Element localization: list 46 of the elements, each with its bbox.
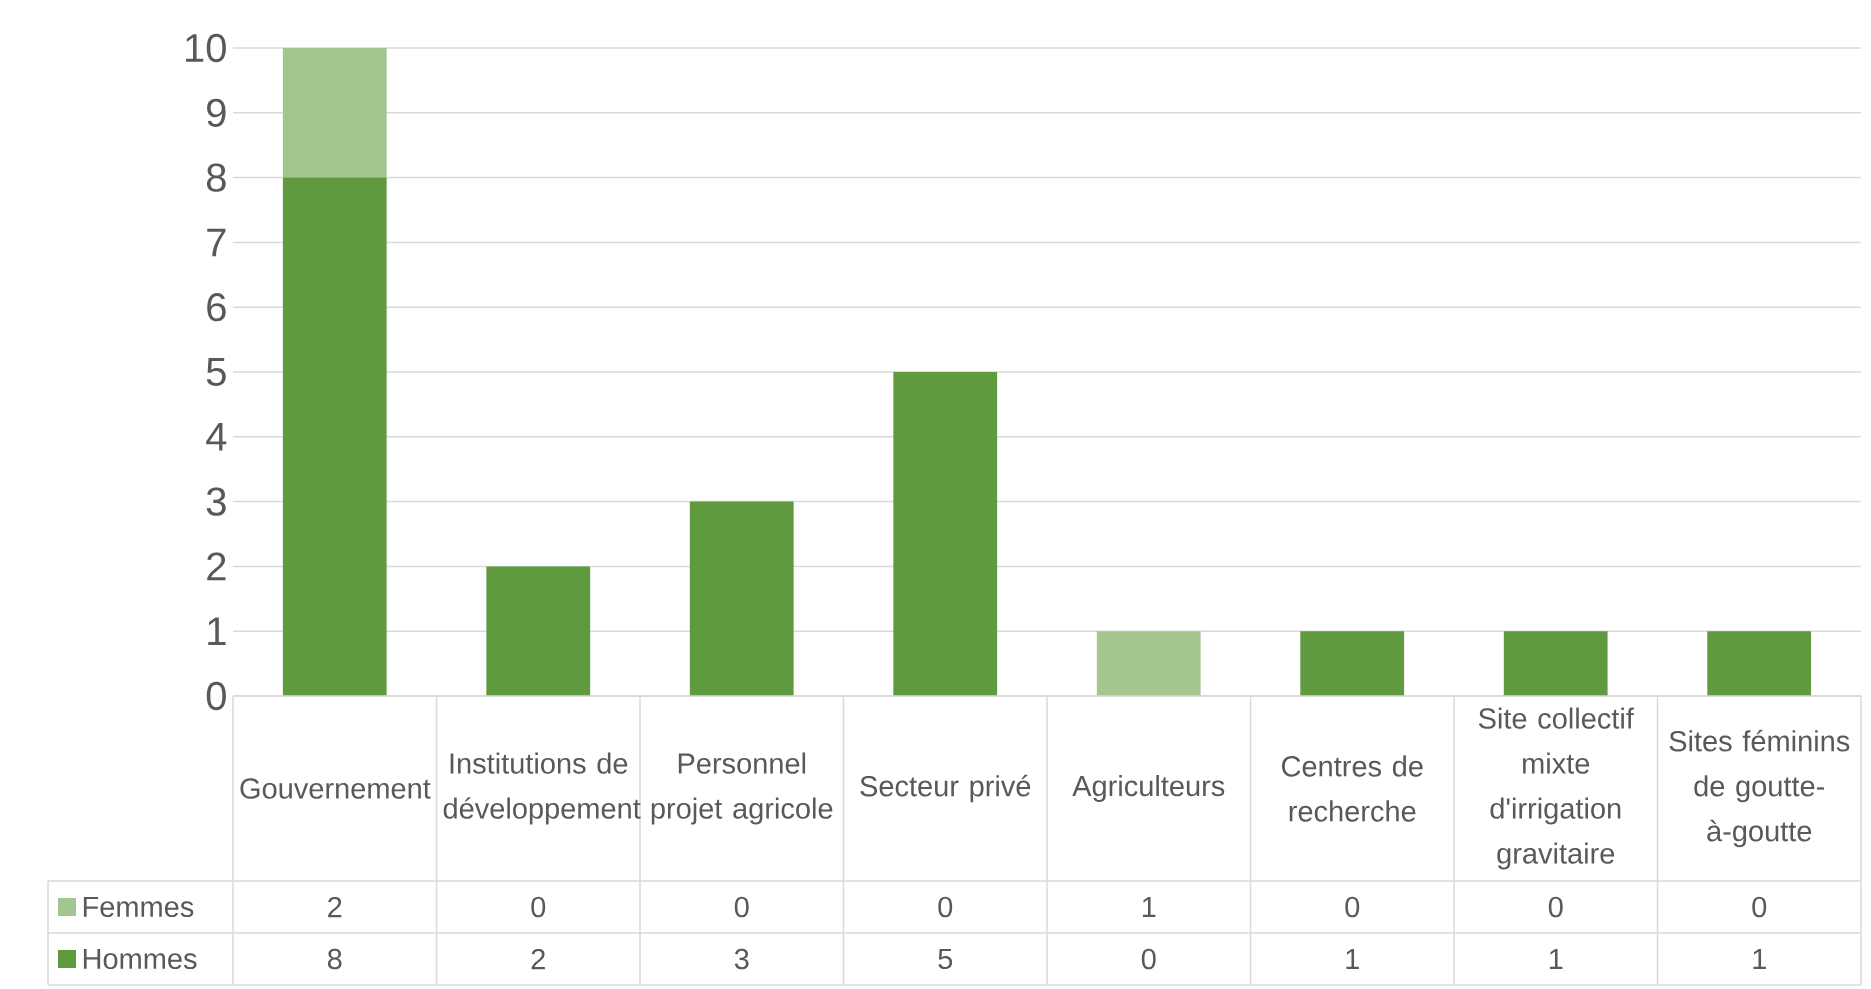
bar — [486, 566, 591, 696]
data-label: 1 — [1142, 897, 1156, 917]
bar — [689, 501, 794, 696]
y-tick-label: 10 — [186, 33, 226, 63]
legend-label: Femmes — [83, 896, 194, 918]
data-label: 0 — [531, 896, 546, 918]
y-tick-label: 0 — [206, 681, 226, 711]
data-label: 2 — [328, 896, 342, 918]
data-label: 1 — [1346, 949, 1359, 969]
y-tick-label: 9 — [207, 98, 226, 127]
y-tick-label: 8 — [206, 163, 226, 192]
y-tick-label: 6 — [207, 293, 226, 322]
data-label: 2 — [531, 948, 545, 970]
data-label: 0 — [734, 896, 749, 918]
bar — [1707, 631, 1812, 696]
x-tick-label: Sites féminins de goutte-à-goutte — [1669, 729, 1850, 848]
data-label: 3 — [734, 948, 749, 970]
data-label: 1 — [1753, 949, 1766, 969]
y-tick-label: 3 — [206, 487, 226, 516]
y-tick-label: 4 — [206, 423, 227, 451]
data-label: 8 — [327, 948, 342, 970]
bar — [1503, 631, 1608, 696]
data-label: 0 — [1752, 896, 1767, 918]
x-tick-label: Agriculteurs — [1072, 774, 1225, 803]
x-tick-label: Centres de recherche — [1282, 755, 1423, 822]
x-tick-label: Site collectif mixte d'irrigation gravitaire — [1478, 707, 1634, 870]
y-tick-label: 1 — [208, 617, 226, 645]
data-label: 1 — [1549, 949, 1563, 969]
bar — [282, 48, 387, 178]
data-label: 0 — [1548, 896, 1563, 918]
bar — [1300, 631, 1405, 696]
x-tick-label: Gouvernement — [240, 778, 431, 799]
x-tick-label: Secteur privé — [860, 774, 1031, 803]
data-label: 0 — [938, 896, 953, 918]
data-label: 0 — [1345, 896, 1360, 918]
y-tick-label: 5 — [206, 358, 226, 386]
legend-label: Hommes — [83, 948, 197, 970]
bar — [1096, 631, 1201, 696]
x-tick-label: Institutions de développement — [443, 752, 641, 825]
x-tick-label: Personnel projet agricole — [651, 752, 833, 825]
bar — [893, 372, 998, 696]
data-label: 0 — [1141, 948, 1156, 970]
data-label: 5 — [938, 948, 953, 970]
y-tick-label: 2 — [207, 552, 226, 581]
y-tick-label: 7 — [207, 228, 226, 257]
bar — [282, 177, 387, 696]
